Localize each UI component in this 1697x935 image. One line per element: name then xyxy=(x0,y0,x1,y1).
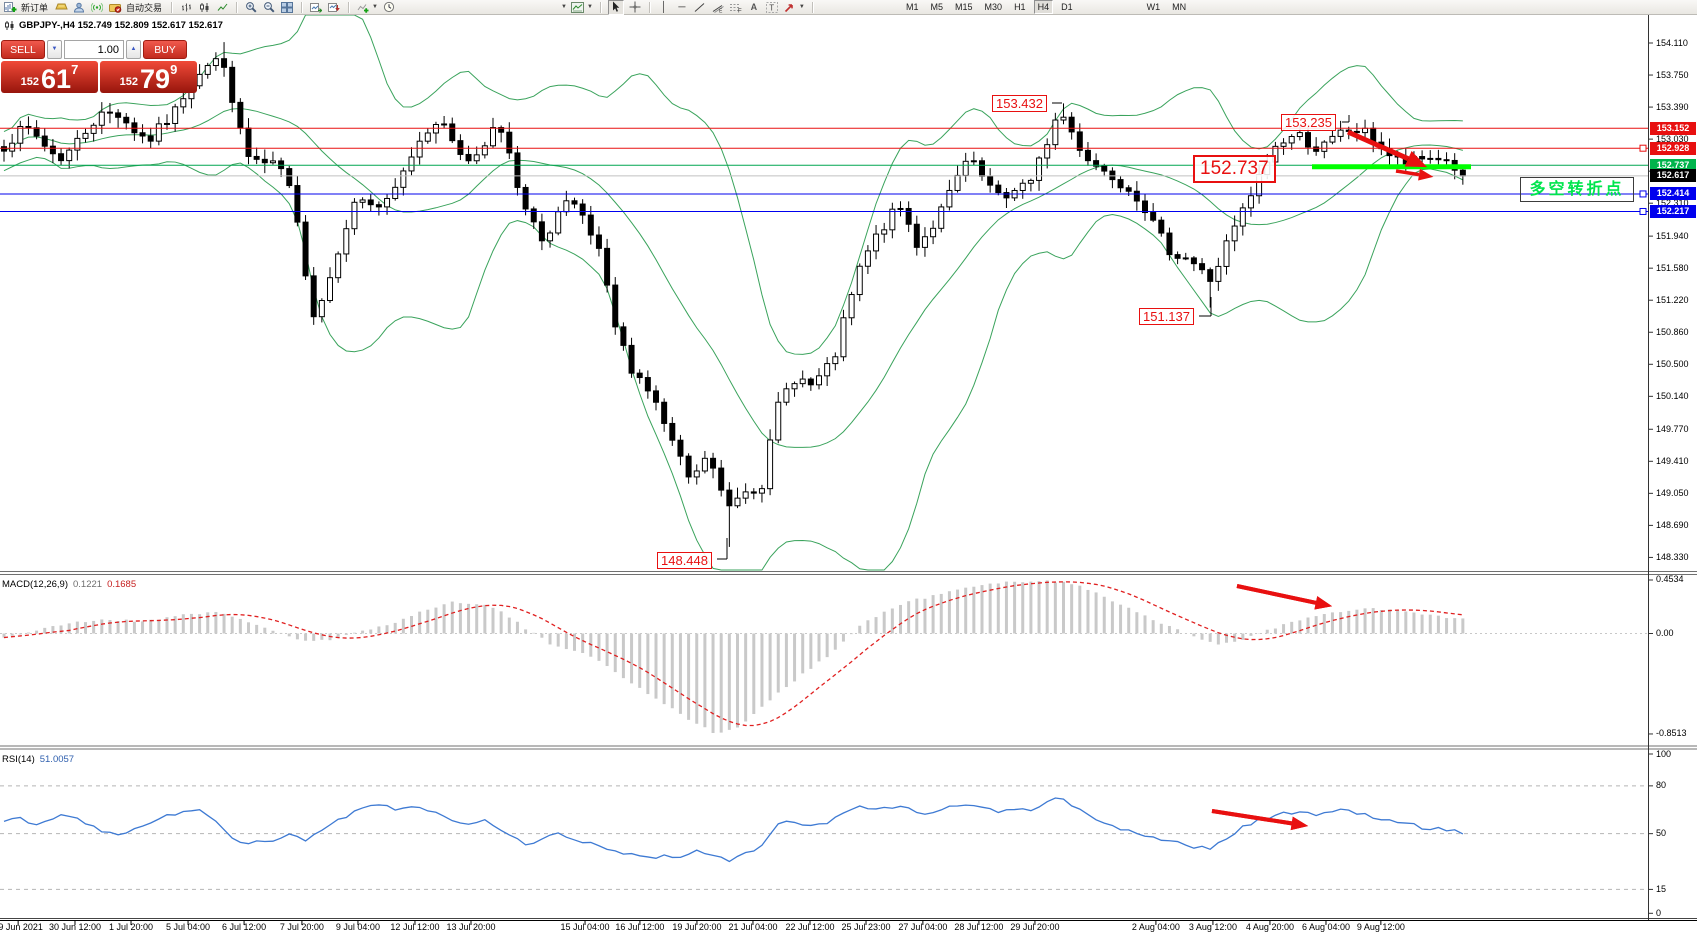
macd-label: MACD(12,26,9) 0.1221 0.1685 xyxy=(2,579,136,590)
arrows-dropdown-icon[interactable]: ▼ xyxy=(798,4,805,10)
sell-price-prefix: 152 xyxy=(20,76,40,88)
auto-scroll-icon[interactable] xyxy=(309,1,323,14)
sell-price-pipette: 7 xyxy=(71,62,79,77)
main-toolbar: 新订单 自动交易 xyxy=(0,0,1697,15)
volume-input[interactable] xyxy=(64,40,124,59)
macd-name: MACD(12,26,9) xyxy=(2,579,68,590)
templates-dropdown-icon[interactable]: ▼ xyxy=(561,4,567,10)
toolbar-separator xyxy=(171,1,173,13)
buy-price-prefix: 152 xyxy=(119,76,139,88)
toolbar-separator xyxy=(648,1,650,13)
chart-template-icon[interactable] xyxy=(571,1,585,14)
toolbar-separator xyxy=(599,1,601,13)
sell-price-big: 61 xyxy=(41,64,72,94)
timeframe-button-H1[interactable]: H1 xyxy=(1014,2,1026,12)
volume-increase-button[interactable]: ▲ xyxy=(126,40,141,59)
chart-title-text: GBPJPY-,H4 152.749 152.809 152.617 152.6… xyxy=(19,20,223,31)
autotrading-label[interactable]: 自动交易 xyxy=(126,2,163,13)
toolbar-separator xyxy=(301,1,303,13)
cursor-icon[interactable] xyxy=(607,0,624,15)
community-icon[interactable] xyxy=(72,1,86,14)
indicators-icon[interactable] xyxy=(356,1,370,14)
chart-shift-icon[interactable] xyxy=(327,1,341,14)
candlestick-icon xyxy=(5,21,14,30)
buy-price-big: 79 xyxy=(140,64,171,94)
rsi-value: 51.0057 xyxy=(39,754,75,765)
tile-windows-icon[interactable] xyxy=(280,1,294,14)
rsi-label: RSI(14) 51.0057 xyxy=(2,754,74,765)
zoom-out-icon[interactable] xyxy=(262,1,276,14)
crosshair-icon[interactable] xyxy=(628,1,642,14)
timeframe-toolbar: M1 M5 M15 M30 H1 H4 D1 W1 MN xyxy=(902,0,1190,14)
toolbar-separator xyxy=(811,1,813,13)
arrows-tool-icon[interactable] xyxy=(783,1,797,14)
fibonacci-icon[interactable]: F xyxy=(729,1,743,14)
new-order-icon[interactable] xyxy=(3,1,17,14)
volume-decrease-button[interactable]: ▼ xyxy=(47,40,62,59)
line-chart-icon[interactable] xyxy=(215,1,229,14)
timeframe-button-W1[interactable]: W1 xyxy=(1146,2,1161,12)
buy-price-pipette: 9 xyxy=(170,62,178,77)
macd-main-value: 0.1221 xyxy=(73,579,103,590)
timeframe-button-M1[interactable]: M1 xyxy=(906,2,919,12)
text-icon[interactable]: A xyxy=(750,1,758,12)
buy-button[interactable]: BUY xyxy=(143,40,187,59)
horizontal-line-icon[interactable]: ─ xyxy=(678,1,686,13)
buy-price[interactable]: 152 79 9 xyxy=(100,61,197,93)
equidistant-channel-icon[interactable]: E xyxy=(711,1,725,14)
timeframe-button-M5[interactable]: M5 xyxy=(930,2,944,12)
autotrading-icon[interactable] xyxy=(108,1,122,14)
candlestick-chart-icon[interactable] xyxy=(197,1,211,14)
rsi-name: RSI(14) xyxy=(2,754,35,765)
sell-button[interactable]: SELL xyxy=(1,40,45,59)
new-order-label[interactable]: 新订单 xyxy=(21,2,49,13)
indicators-dropdown-icon[interactable]: ▼ xyxy=(372,4,378,10)
text-label-icon[interactable]: T xyxy=(765,1,779,14)
chart-title: GBPJPY-,H4 152.749 152.809 152.617 152.6… xyxy=(4,20,223,31)
signals-icon[interactable] xyxy=(90,1,104,14)
vertical-line-icon[interactable]: │ xyxy=(660,1,668,13)
gold-icon[interactable] xyxy=(54,1,68,14)
svg-text:E: E xyxy=(719,8,723,13)
bar-chart-icon[interactable] xyxy=(179,1,193,14)
zoom-in-icon[interactable] xyxy=(244,1,258,14)
sell-price[interactable]: 152 61 7 xyxy=(1,61,98,93)
timeframe-button-MN[interactable]: MN xyxy=(1172,2,1187,12)
timeframe-button-H4[interactable]: H4 xyxy=(1033,0,1054,14)
svg-text:T: T xyxy=(769,3,774,12)
toolbar-separator xyxy=(348,1,350,13)
toolbar-separator xyxy=(236,1,238,13)
period-clock-icon[interactable] xyxy=(382,1,396,14)
trendline-icon[interactable] xyxy=(693,1,707,14)
macd-signal-value: 0.1685 xyxy=(107,579,137,590)
svg-text:F: F xyxy=(738,8,742,13)
template-dropdown-icon[interactable]: ▼ xyxy=(586,4,593,10)
turning-point-annotation: 多空转折点 xyxy=(1520,177,1634,202)
timeframe-button-M15[interactable]: M15 xyxy=(955,2,973,12)
timeframe-button-M30[interactable]: M30 xyxy=(984,2,1003,12)
timeframe-button-D1[interactable]: D1 xyxy=(1061,2,1073,12)
